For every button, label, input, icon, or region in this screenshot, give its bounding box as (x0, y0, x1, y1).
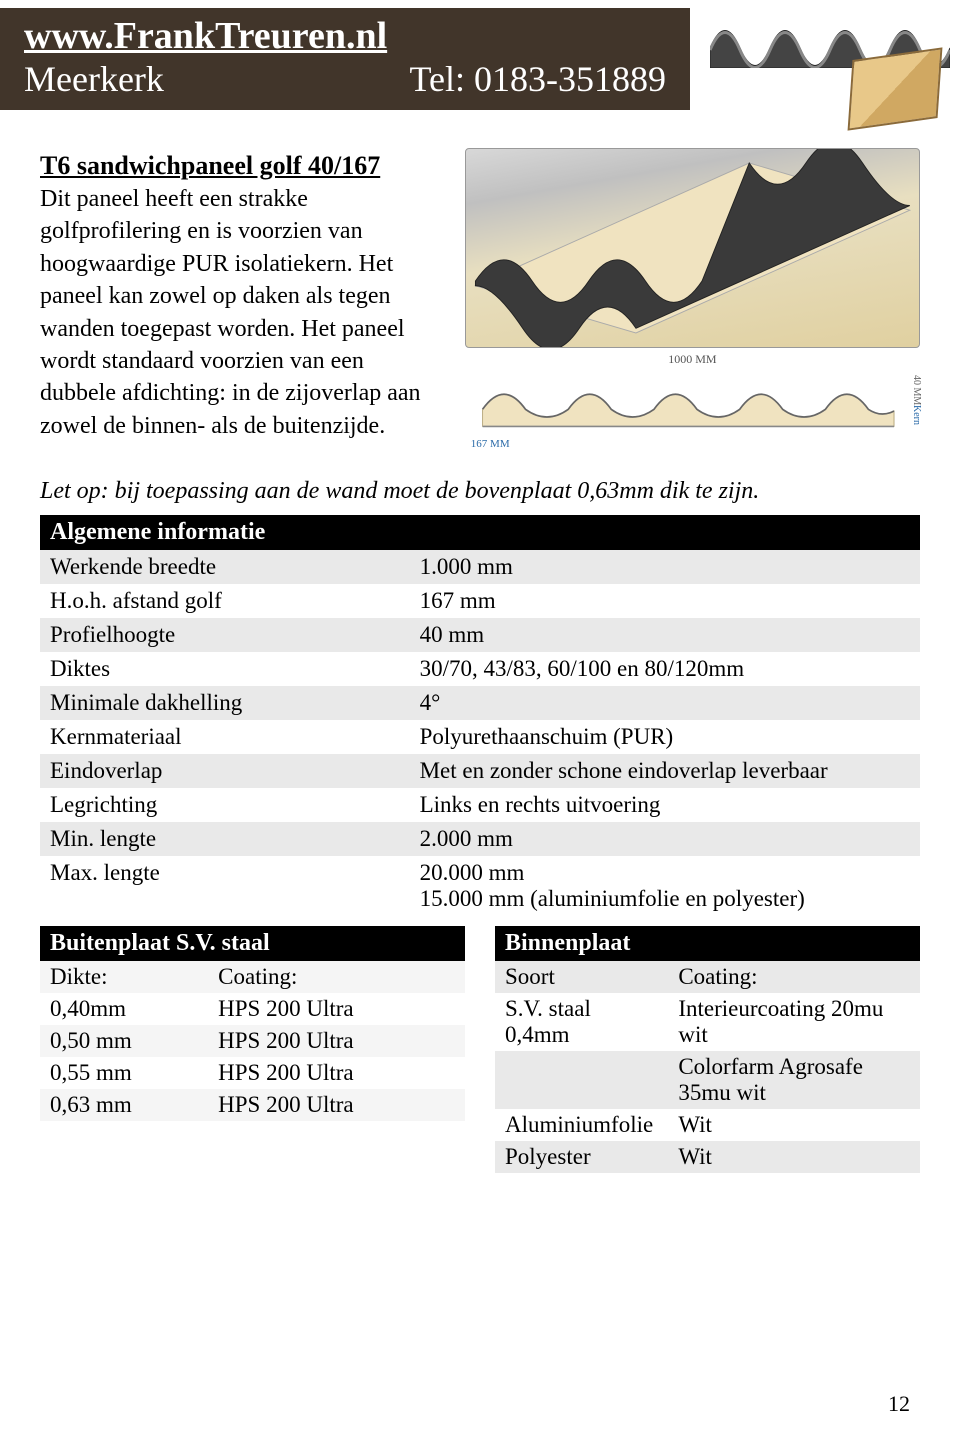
page-number: 12 (888, 1391, 910, 1417)
table-row: 0,50 mmHPS 200 Ultra (40, 1025, 465, 1057)
spec-value: 167 mm (410, 584, 920, 618)
city-label: Meerkerk (24, 58, 164, 100)
column-header: Soort (495, 961, 668, 993)
height-dimension: 40 MM (911, 375, 922, 405)
table-row: Min. lengte2.000 mm (40, 822, 920, 856)
outer-plate-header: Buitenplaat S.V. staal (40, 926, 465, 961)
table-row: PolyesterWit (495, 1141, 920, 1173)
tables-section: Algemene informatie Werkende breedte1.00… (0, 515, 960, 1173)
thickness-value: 0,63 mm (40, 1089, 208, 1121)
inner-plate-block: Binnenplaat SoortCoating:S.V. staal 0,4m… (495, 926, 920, 1173)
header-row: www.FrankTreuren.nl Meerkerk Tel: 0183-3… (0, 0, 960, 128)
spec-label: Max. lengte (40, 856, 410, 916)
inner-plate-header: Binnenplaat (495, 926, 920, 961)
spec-value: 30/70, 43/83, 60/100 en 80/120mm (410, 652, 920, 686)
product-title: T6 sandwichpaneel golf 40/167 (40, 148, 445, 183)
spec-value: 1.000 mm (410, 550, 920, 584)
spec-value: Polyurethaanschuim (PUR) (410, 720, 920, 754)
product-diagram: 1000 MM 167 MM 40 MM Kern (465, 148, 920, 450)
spec-label: Eindoverlap (40, 754, 410, 788)
table-row: Diktes30/70, 43/83, 60/100 en 80/120mm (40, 652, 920, 686)
wood-block-icon (848, 47, 943, 130)
table-row: 0,55 mmHPS 200 Ultra (40, 1057, 465, 1089)
table-row: 0,63 mmHPS 200 Ultra (40, 1089, 465, 1121)
table-row: Profielhoogte40 mm (40, 618, 920, 652)
column-header: Coating: (208, 961, 465, 993)
intro-row: T6 sandwichpaneel golf 40/167 Dit paneel… (0, 128, 960, 460)
table-row: Max. lengte20.000 mm 15.000 mm (aluminiu… (40, 856, 920, 916)
coating-value: Interieurcoating 20mu wit (668, 993, 920, 1051)
table-row: H.o.h. afstand golf167 mm (40, 584, 920, 618)
spec-value: 40 mm (410, 618, 920, 652)
site-url[interactable]: www.FrankTreuren.nl (24, 14, 666, 58)
cross-section-diagram: 167 MM 40 MM Kern (465, 375, 920, 450)
outer-plate-table: Dikte:Coating:0,40mmHPS 200 Ultra0,50 mm… (40, 961, 465, 1121)
thickness-value: 0,50 mm (40, 1025, 208, 1057)
spec-label: Min. lengte (40, 822, 410, 856)
warning-note: Let op: bij toepassing aan de wand moet … (0, 460, 960, 515)
table-row: LegrichtingLinks en rechts uitvoering (40, 788, 920, 822)
header-block: www.FrankTreuren.nl Meerkerk Tel: 0183-3… (0, 8, 690, 110)
material-value (495, 1051, 668, 1109)
coating-value: HPS 200 Ultra (208, 1089, 465, 1121)
table-row: Dikte:Coating: (40, 961, 465, 993)
general-info-table: Werkende breedte1.000 mmH.o.h. afstand g… (40, 550, 920, 916)
spec-value: Links en rechts uitvoering (410, 788, 920, 822)
column-header: Coating: (668, 961, 920, 993)
coating-value: HPS 200 Ultra (208, 1057, 465, 1089)
material-value: Polyester (495, 1141, 668, 1173)
coating-value: Wit (668, 1141, 920, 1173)
spec-value: 4° (410, 686, 920, 720)
panel-3d-render (465, 148, 920, 348)
table-row: AluminiumfolieWit (495, 1109, 920, 1141)
thickness-value: 0,40mm (40, 993, 208, 1025)
spec-label: Diktes (40, 652, 410, 686)
spec-value: Met en zonder schone eindoverlap leverba… (410, 754, 920, 788)
table-row: S.V. staal 0,4mmInterieurcoating 20mu wi… (495, 993, 920, 1051)
pitch-dimension: 167 MM (471, 438, 510, 450)
spec-value: 20.000 mm 15.000 mm (aluminiumfolie en p… (410, 856, 920, 916)
table-row: KernmateriaalPolyurethaanschuim (PUR) (40, 720, 920, 754)
outer-plate-block: Buitenplaat S.V. staal Dikte:Coating:0,4… (40, 926, 465, 1173)
spec-label: Kernmateriaal (40, 720, 410, 754)
column-header: Dikte: (40, 961, 208, 993)
table-row: EindoverlapMet en zonder schone eindover… (40, 754, 920, 788)
tel-label: Tel: 0183-351889 (410, 58, 666, 100)
table-row: SoortCoating: (495, 961, 920, 993)
coating-value: HPS 200 Ultra (208, 1025, 465, 1057)
coating-value: Colorfarm Agrosafe 35mu wit (668, 1051, 920, 1109)
table-row: Werkende breedte1.000 mm (40, 550, 920, 584)
thickness-value: 0,55 mm (40, 1057, 208, 1089)
intro-text-block: T6 sandwichpaneel golf 40/167 Dit paneel… (40, 148, 445, 450)
spec-label: Legrichting (40, 788, 410, 822)
spec-label: Profielhoogte (40, 618, 410, 652)
spec-label: Werkende breedte (40, 550, 410, 584)
coating-value: HPS 200 Ultra (208, 993, 465, 1025)
table-row: Minimale dakhelling4° (40, 686, 920, 720)
inner-plate-table: SoortCoating:S.V. staal 0,4mmInterieurco… (495, 961, 920, 1173)
general-info-header: Algemene informatie (40, 515, 920, 550)
spec-label: H.o.h. afstand golf (40, 584, 410, 618)
header-illustration (710, 8, 950, 128)
spec-label: Minimale dakhelling (40, 686, 410, 720)
coating-value: Wit (668, 1109, 920, 1141)
table-row: 0,40mmHPS 200 Ultra (40, 993, 465, 1025)
table-row: Colorfarm Agrosafe 35mu wit (495, 1051, 920, 1109)
material-value: Aluminiumfolie (495, 1109, 668, 1141)
two-column-tables: Buitenplaat S.V. staal Dikte:Coating:0,4… (40, 926, 920, 1173)
kern-label: Kern (911, 405, 922, 425)
spec-value: 2.000 mm (410, 822, 920, 856)
product-description: Dit paneel heeft een strakke golfprofile… (40, 183, 445, 442)
material-value: S.V. staal 0,4mm (495, 993, 668, 1051)
width-dimension: 1000 MM (668, 352, 716, 366)
